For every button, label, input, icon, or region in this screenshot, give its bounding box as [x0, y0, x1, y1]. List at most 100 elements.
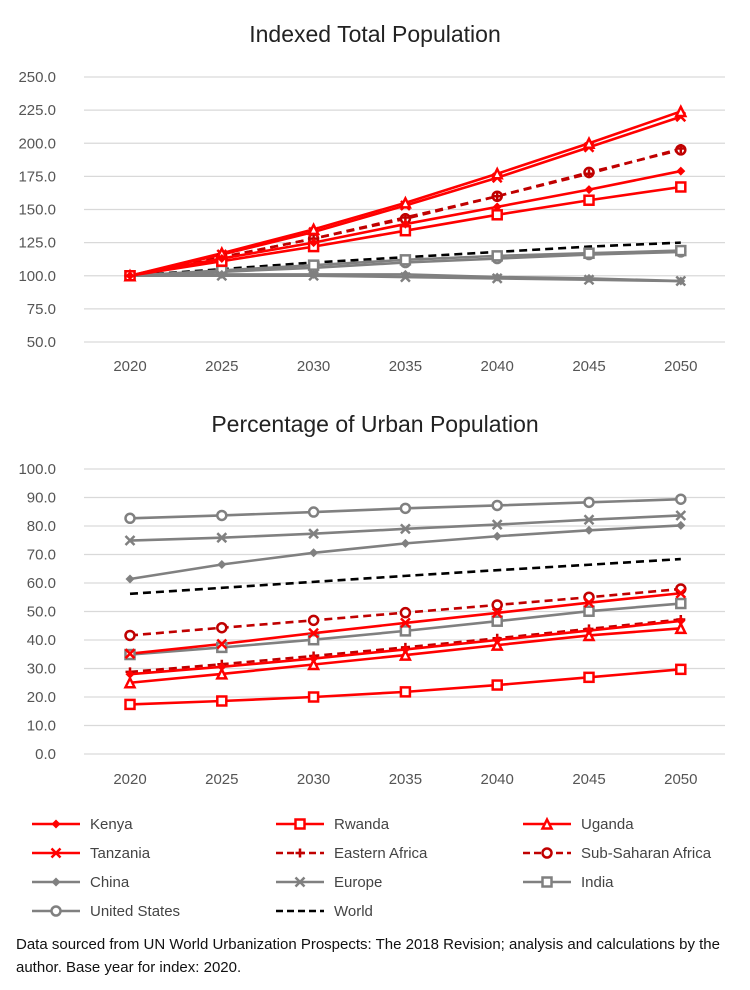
data-point [309, 238, 319, 248]
data-point [309, 548, 319, 558]
data-point [675, 597, 687, 610]
source-note: Data sourced from UN World Urbanization … [16, 936, 720, 976]
data-point [400, 617, 411, 629]
data-point [583, 514, 595, 526]
legend-label: Kenya [90, 816, 133, 833]
data-point [216, 532, 228, 544]
data-point [217, 559, 227, 569]
data-point [491, 209, 503, 221]
y-tick-label: 70.0 [27, 547, 56, 564]
y-tick-label: 200.0 [18, 135, 56, 152]
data-point [125, 574, 135, 584]
data-point [675, 587, 687, 599]
y-tick-label: 50.0 [27, 334, 56, 351]
series-line [129, 524, 681, 581]
data-point [125, 669, 135, 679]
chart-1: Indexed Total Population 50.0 75.0 100.0 125… [18, 21, 725, 375]
data-point [308, 528, 319, 540]
legend-label: United States [90, 903, 180, 920]
y-tick-label: 100.0 [18, 461, 56, 478]
series-line [129, 557, 681, 596]
legend-label: Uganda [581, 816, 634, 833]
data-point [491, 599, 503, 611]
data-point [217, 662, 227, 672]
y-tick-label: 225.0 [18, 102, 56, 119]
y-tick-label: 250.0 [18, 69, 56, 86]
data-point [399, 625, 412, 637]
legend-marker [50, 847, 62, 859]
data-point [307, 614, 320, 627]
x-tick-label: 2020 [113, 358, 146, 375]
data-point [675, 663, 687, 676]
data-point [307, 657, 321, 671]
legend-marker [294, 876, 306, 888]
legend-label: Eastern Africa [334, 845, 428, 862]
x-tick-label: 2030 [297, 358, 330, 375]
data-point [676, 276, 686, 286]
series-world [129, 557, 681, 596]
legend-label: Sub-Saharan Africa [581, 845, 712, 862]
legend-marker [50, 905, 62, 917]
series-uganda [129, 110, 682, 278]
y-tick-label: 20.0 [27, 689, 56, 706]
data-point [676, 616, 686, 626]
data-point [675, 181, 687, 193]
legend-marker [51, 819, 61, 829]
x-tick-label: 2035 [389, 358, 422, 375]
data-point [492, 202, 502, 212]
data-point [217, 254, 227, 264]
data-point [398, 195, 412, 209]
data-point [676, 520, 686, 530]
data-point [491, 250, 503, 262]
data-point [125, 271, 135, 281]
data-point [583, 597, 595, 609]
y-tick-label: 175.0 [18, 168, 56, 185]
y-tick-label: 80.0 [27, 518, 56, 535]
legend-item: Rwanda [276, 816, 390, 833]
legend-label: Tanzania [90, 845, 151, 862]
data-point [584, 525, 594, 535]
data-point [583, 605, 595, 617]
data-point [675, 493, 687, 505]
chart-title: Percentage of Urban Population [211, 411, 538, 437]
data-point [400, 219, 410, 229]
legend-marker [295, 848, 305, 858]
data-point [490, 166, 504, 180]
data-point [675, 510, 687, 521]
legend-label: Europe [334, 874, 382, 891]
data-point [582, 135, 596, 149]
data-point [583, 194, 595, 206]
legend-marker [541, 876, 553, 888]
y-tick-label: 10.0 [27, 718, 56, 735]
legend-marker [51, 877, 61, 887]
data-point [583, 671, 595, 684]
data-point [492, 272, 502, 282]
data-point [124, 512, 136, 525]
data-point [400, 269, 410, 279]
data-point [583, 247, 595, 259]
y-tick-label: 150.0 [18, 202, 56, 219]
data-point [491, 679, 503, 691]
data-point [307, 222, 321, 236]
x-tick-label: 2045 [572, 771, 605, 788]
data-point [676, 166, 686, 176]
data-point [124, 648, 136, 660]
x-tick-label: 2040 [481, 358, 514, 375]
legend-label: India [581, 874, 614, 891]
data-point [307, 506, 320, 518]
x-tick-label: 2025 [205, 358, 238, 375]
legend-marker [540, 816, 554, 830]
data-point [399, 686, 412, 698]
data-point [399, 502, 412, 515]
legend-marker [541, 847, 553, 859]
legend-item: Kenya [32, 816, 133, 833]
data-point [400, 538, 410, 548]
data-point [216, 695, 228, 707]
charts-svg: Indexed Total Population 50.0 75.0 100.0 125… [18, 21, 725, 920]
y-tick-label: 90.0 [27, 490, 56, 507]
data-point [584, 185, 594, 195]
data-point [492, 635, 502, 645]
y-tick-label: 50.0 [27, 604, 56, 621]
y-tick-label: 125.0 [18, 235, 56, 252]
legend-label: China [90, 874, 130, 891]
